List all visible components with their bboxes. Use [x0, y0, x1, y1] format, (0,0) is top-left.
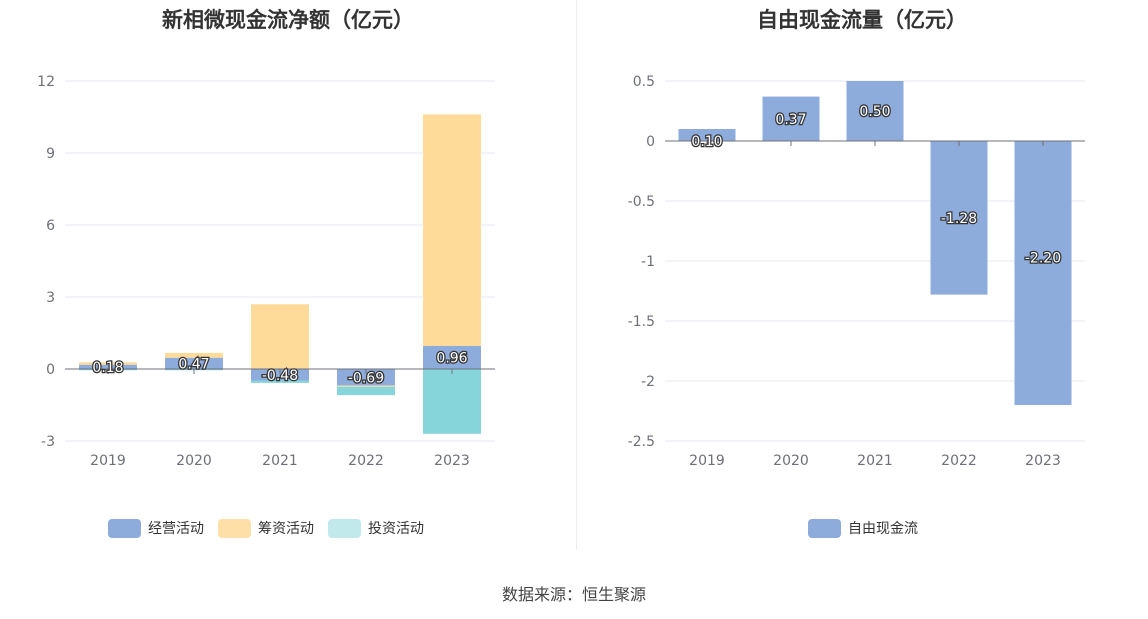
y-tick-label: -0.5	[628, 194, 655, 210]
x-tick-label: 2020	[773, 453, 809, 469]
legend-net-cashflow: 经营活动 筹资活动 投资活动	[108, 518, 438, 538]
y-tick-label: 0	[646, 134, 655, 150]
legend-item-free-cashflow[interactable]: 自由现金流	[808, 518, 918, 538]
panel-divider	[576, 0, 577, 550]
bar-2021-2	[251, 304, 309, 369]
bar-2020-1	[165, 357, 223, 369]
legend-label-investing: 投资活动	[368, 521, 424, 537]
y-tick-label: 6	[46, 218, 55, 234]
x-tick-label: 2019	[689, 453, 725, 469]
bar-2021-3	[251, 380, 309, 383]
x-tick-label: 2020	[176, 453, 212, 469]
legend-swatch-free-cashflow	[808, 518, 841, 538]
y-tick-label: -1.5	[628, 314, 655, 330]
bar-2019-2	[79, 362, 137, 365]
data-label: -0.48	[262, 368, 298, 384]
x-tick-label: 2019	[90, 453, 126, 469]
legend-label-free-cashflow: 自由现金流	[848, 521, 918, 537]
data-label: -2.20	[1025, 250, 1061, 266]
legend-label-operating: 经营活动	[148, 521, 204, 537]
bar-2019-1	[678, 129, 736, 141]
x-tick-label: 2022	[348, 453, 384, 469]
y-tick-label: 0.5	[633, 74, 655, 90]
bar-2022-1	[337, 369, 395, 386]
y-tick-label: 9	[46, 146, 55, 162]
bar-2023-1	[1014, 141, 1072, 405]
chart-2: -2.5 -2 -1.5 -1 -0.5 0 0.5 2019 2020 2021 2022 2023…	[628, 74, 1085, 469]
legend-free-cashflow: 自由现金流	[808, 518, 932, 538]
chart-1: -3 0 3 6 9 12 2019 2020 2021 2022 2023 0.18 0.47 -0.4…	[37, 74, 495, 469]
legend-swatch-investing	[328, 518, 361, 538]
x-tick-label: 2021	[262, 453, 298, 469]
legend-item-financing[interactable]: 筹资活动	[218, 518, 314, 538]
bar-2022-3	[337, 386, 395, 396]
y-tick-label: 12	[37, 74, 55, 90]
data-label: 0.37	[775, 112, 806, 128]
x-tick-label: 2022	[941, 453, 977, 469]
y-tick-label: 3	[46, 290, 55, 306]
legend-swatch-operating	[108, 518, 141, 538]
legend-label-financing: 筹资活动	[258, 521, 314, 537]
bar-2020-1	[762, 96, 820, 141]
data-label: 0.47	[178, 356, 209, 372]
x-tick-label: 2021	[857, 453, 893, 469]
y-tick-label: -1	[641, 254, 655, 270]
data-label: 0.50	[859, 104, 890, 120]
chart-title-free-cashflow: 自由现金流量（亿元）	[757, 8, 967, 32]
legend-item-operating[interactable]: 经营活动	[108, 518, 204, 538]
bar-2020-2	[165, 352, 223, 358]
legend-item-investing[interactable]: 投资活动	[328, 518, 424, 538]
data-label: -1.28	[941, 211, 977, 227]
y-tick-label: -2	[641, 374, 655, 390]
bar-2021-1	[251, 369, 309, 381]
legend-swatch-financing	[218, 518, 251, 538]
bar-2023-3	[423, 369, 481, 434]
bar-2022-2	[337, 385, 395, 387]
bar-2023-2	[423, 114, 481, 346]
data-source-note: 数据来源：恒生聚源	[501, 585, 646, 604]
x-tick-label: 2023	[1025, 453, 1061, 469]
bar-2023-1	[423, 345, 481, 369]
bar-2019-1	[79, 364, 137, 369]
y-tick-label: 0	[46, 362, 55, 378]
x-tick-label: 2023	[434, 453, 470, 469]
bar-2022-1	[930, 141, 988, 295]
y-tick-label: -3	[41, 434, 55, 450]
data-label: -0.69	[348, 370, 384, 386]
data-label: 0.10	[691, 134, 722, 150]
data-label: 0.18	[92, 360, 123, 376]
y-tick-label: -2.5	[628, 434, 655, 450]
data-label: 0.96	[436, 350, 467, 366]
chart-title-net-cashflow: 新相微现金流净额（亿元）	[162, 8, 414, 32]
bar-2021-1	[846, 81, 904, 141]
